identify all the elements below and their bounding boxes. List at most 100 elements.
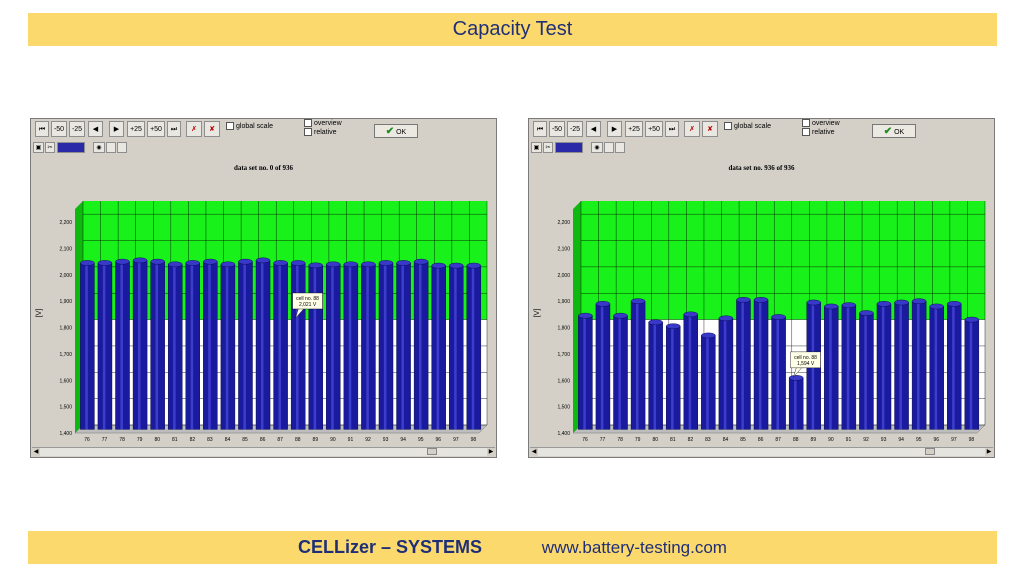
x-tick-label: 85 xyxy=(740,437,746,441)
chart-title: data set no. 0 of 936 xyxy=(233,164,294,172)
bar-cap xyxy=(255,257,271,264)
camera-icon[interactable]: ▣ xyxy=(33,142,44,153)
x-tick-label: 97 xyxy=(951,437,957,441)
x-tick-label: 91 xyxy=(846,437,852,441)
bar-highlight xyxy=(348,264,352,430)
y-tick-label: 2,000 xyxy=(557,273,570,279)
bar-highlight xyxy=(102,262,106,430)
tool-b-icon[interactable]: ✘ xyxy=(204,121,220,137)
ok-button[interactable]: ✔ OK xyxy=(872,124,916,138)
y-tick-label: 2,100 xyxy=(59,247,72,253)
x-tick-label: 77 xyxy=(600,437,606,441)
color-select-icon[interactable] xyxy=(555,142,583,153)
minus50-button[interactable]: -50 xyxy=(51,121,67,137)
x-tick-label: 93 xyxy=(881,437,887,441)
step-forward-icon[interactable]: ▶ xyxy=(607,121,622,137)
overview-checkbox[interactable]: overview xyxy=(802,119,840,127)
x-tick-label: 78 xyxy=(617,437,623,441)
bar-cap xyxy=(859,310,874,316)
x-tick-label: 86 xyxy=(758,437,764,441)
page-icon[interactable] xyxy=(106,142,116,153)
bar-cap xyxy=(273,260,288,266)
ok-button[interactable]: ✔ OK xyxy=(374,124,418,138)
global-scale-checkbox[interactable]: global scale xyxy=(226,122,273,130)
bar-cap xyxy=(595,301,611,307)
plus50-button[interactable]: +50 xyxy=(645,121,663,137)
minus50-button[interactable]: -50 xyxy=(549,121,565,137)
bar-highlight xyxy=(173,264,176,430)
page-icon[interactable] xyxy=(604,142,614,153)
bar-highlight xyxy=(454,265,457,430)
relative-checkbox[interactable]: relative xyxy=(802,128,835,136)
minus25-button[interactable]: -25 xyxy=(567,121,583,137)
minus25-button[interactable]: -25 xyxy=(69,121,85,137)
skip-last-icon[interactable]: ⏭ xyxy=(167,121,181,137)
step-forward-icon[interactable]: ▶ xyxy=(109,121,124,137)
scroll-right-icon[interactable]: ▶ xyxy=(985,448,993,456)
x-tick-label: 96 xyxy=(934,437,940,441)
overview-checkbox[interactable]: overview xyxy=(304,119,342,127)
binoculars-icon[interactable]: ◉ xyxy=(591,142,603,153)
y-tick-label: 1,900 xyxy=(59,299,72,305)
bar-highlight xyxy=(243,261,246,430)
bar-highlight xyxy=(331,264,334,430)
bar-cap xyxy=(115,258,130,265)
bar-cap xyxy=(929,303,944,310)
bar-cap xyxy=(290,260,306,266)
step-back-icon[interactable]: ◀ xyxy=(586,121,601,137)
scroll-thumb[interactable] xyxy=(925,448,935,455)
bar-cap xyxy=(964,316,980,323)
tooltip-line1: cell no. 88 xyxy=(296,296,319,302)
x-tick-label: 90 xyxy=(828,437,834,441)
plus50-button[interactable]: +50 xyxy=(147,121,165,137)
bar-highlight xyxy=(846,305,850,430)
bar-highlight xyxy=(794,377,797,430)
x-tick-label: 98 xyxy=(969,437,975,441)
tool-a-icon[interactable]: ✗ xyxy=(186,121,202,137)
bar-highlight xyxy=(635,301,639,430)
scroll-right-icon[interactable]: ▶ xyxy=(487,448,495,456)
y-tick-label: 1,900 xyxy=(557,299,570,305)
skip-first-icon[interactable]: ⏮ xyxy=(533,121,547,137)
horizontal-scrollbar[interactable]: ◀ ▶ xyxy=(32,447,495,456)
global-scale-checkbox[interactable]: global scale xyxy=(724,122,771,130)
scroll-left-icon[interactable]: ◀ xyxy=(32,448,40,456)
binoculars-icon[interactable]: ◉ xyxy=(93,142,105,153)
horizontal-scrollbar[interactable]: ◀ ▶ xyxy=(530,447,993,456)
x-tick-label: 91 xyxy=(348,437,354,441)
step-back-icon[interactable]: ◀ xyxy=(88,121,103,137)
bar-cap xyxy=(841,302,857,308)
skip-last-icon[interactable]: ⏭ xyxy=(665,121,679,137)
page2-icon[interactable] xyxy=(117,142,127,153)
bar-cap xyxy=(788,375,804,381)
camera-icon[interactable]: ▣ xyxy=(531,142,542,153)
bar-cap xyxy=(648,319,663,326)
plus25-button[interactable]: +25 xyxy=(127,121,145,137)
tool-b-icon[interactable]: ✘ xyxy=(702,121,718,137)
bar-cap xyxy=(361,261,376,268)
y-tick-label: 1,700 xyxy=(557,352,570,358)
relative-checkbox[interactable]: relative xyxy=(304,128,337,136)
plus25-button[interactable]: +25 xyxy=(625,121,643,137)
bar-cap xyxy=(132,257,148,264)
bar-highlight xyxy=(618,315,621,430)
bar-highlight xyxy=(688,314,692,430)
y-axis-label: [V] xyxy=(534,309,541,318)
y-tick-label: 1,800 xyxy=(557,326,570,332)
x-tick-label: 89 xyxy=(313,437,319,441)
cut-icon[interactable]: ✂ xyxy=(543,142,553,153)
page2-icon[interactable] xyxy=(615,142,625,153)
skip-first-icon[interactable]: ⏮ xyxy=(35,121,49,137)
x-tick-label: 92 xyxy=(365,437,371,441)
cut-icon[interactable]: ✂ xyxy=(45,142,55,153)
footer-banner: CELLizer – SYSTEMS www.battery-testing.c… xyxy=(28,531,997,564)
scroll-thumb[interactable] xyxy=(427,448,437,455)
relative-label: relative xyxy=(314,128,337,136)
x-tick-label: 87 xyxy=(277,437,283,441)
bar-highlight xyxy=(366,264,369,430)
tool-a-icon[interactable]: ✗ xyxy=(684,121,700,137)
tooltip-line1: cell no. 88 xyxy=(794,355,817,361)
scroll-left-icon[interactable]: ◀ xyxy=(530,448,538,456)
color-select-icon[interactable] xyxy=(57,142,85,153)
bar-cap xyxy=(613,312,628,319)
